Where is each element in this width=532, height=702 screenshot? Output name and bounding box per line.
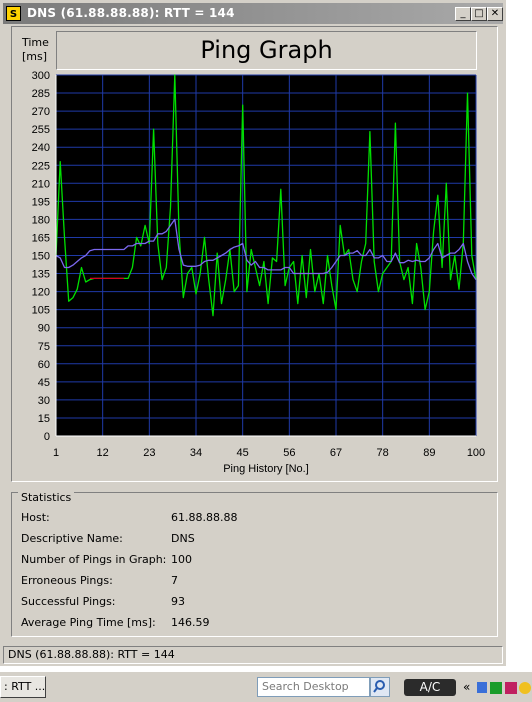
stat-label-pings-in-graph: Number of Pings in Graph: <box>21 553 167 566</box>
maximize-button[interactable]: □ <box>471 7 487 21</box>
keyboard-language-indicator[interactable]: A/C <box>404 679 456 696</box>
y-tick-label: 135 <box>32 269 50 281</box>
x-axis-label: Ping History [No.] <box>223 463 309 475</box>
y-tick-label: 30 <box>38 395 50 407</box>
x-tick-label: 56 <box>283 447 295 459</box>
y-tick-label: 225 <box>32 160 50 172</box>
series-line-rtt <box>55 74 477 317</box>
graph-panel <box>11 26 498 482</box>
stat-label-successful-pings: Successful Pings: <box>21 595 116 608</box>
series-group <box>55 74 477 317</box>
y-tick-label: 195 <box>32 196 50 208</box>
status-bar: DNS (61.88.88.88): RTT = 144 <box>3 646 503 664</box>
y-tick-label: 255 <box>32 124 50 136</box>
search-desktop-input[interactable]: Search Desktop <box>257 677 370 697</box>
system-tray: « <box>461 677 532 699</box>
x-tick-label: 100 <box>467 447 485 459</box>
x-tick-label: 1 <box>53 447 59 459</box>
x-tick-label: 12 <box>97 447 109 459</box>
statistics-group <box>11 492 498 637</box>
tray-app2-icon[interactable] <box>505 682 517 694</box>
y-tick-label: 105 <box>32 305 50 317</box>
grid <box>55 74 477 437</box>
y-tick-label: 240 <box>32 142 50 154</box>
stat-value-successful-pings: 93 <box>171 595 185 608</box>
stat-label-host: Host: <box>21 511 50 524</box>
y-tick-label: 180 <box>32 214 50 226</box>
search-icon <box>373 680 385 693</box>
y-tick-label: 15 <box>38 413 50 425</box>
app-icon[interactable]: S <box>6 6 21 21</box>
stat-value-erroneous-pings: 7 <box>171 574 178 587</box>
y-tick-label: 0 <box>44 431 50 443</box>
search-button[interactable] <box>370 677 390 697</box>
desktop-background <box>506 0 532 666</box>
taskbar-window-button[interactable]: : RTT ... <box>0 676 46 698</box>
y-tick-label: 60 <box>38 359 50 371</box>
title-bar[interactable]: S DNS (61.88.88.88): RTT = 144 _ □ ✕ <box>3 3 503 24</box>
x-tick-label: 78 <box>377 447 389 459</box>
y-tick-label: 210 <box>32 178 50 190</box>
close-button[interactable]: ✕ <box>487 7 503 21</box>
y-tick-label: 165 <box>32 232 50 244</box>
graph-title: Ping Graph <box>56 31 477 70</box>
y-tick-label: 75 <box>38 341 50 353</box>
stat-value-descriptive-name: DNS <box>171 532 195 545</box>
tray-app3-icon[interactable] <box>519 682 531 694</box>
y-tick-label: 285 <box>32 88 50 100</box>
y-axis-label-line1: Time <box>22 36 49 49</box>
y-tick-label: 270 <box>32 106 50 118</box>
y-tick-label: 120 <box>32 287 50 299</box>
y-axis-label: Time [ms] <box>22 36 49 64</box>
tray-app-icon[interactable] <box>490 682 502 694</box>
x-tick-label: 89 <box>423 447 435 459</box>
y-axis-label-line2: [ms] <box>22 50 48 63</box>
x-tick-label: 23 <box>143 447 155 459</box>
stat-value-host: 61.88.88.88 <box>171 511 238 524</box>
stat-value-average-ping: 146.59 <box>171 616 210 629</box>
y-tick-label: 45 <box>38 377 50 389</box>
window-title: DNS (61.88.88.88): RTT = 144 <box>27 6 235 20</box>
stat-label-average-ping: Average Ping Time [ms]: <box>21 616 156 629</box>
axes: 0 15 30 45 60 75 90 105 120 135 150 165 180 195 210 225… <box>32 70 486 459</box>
tray-expand-chevron[interactable]: « <box>463 680 471 694</box>
x-tick-label: 34 <box>190 447 202 459</box>
stat-label-descriptive-name: Descriptive Name: <box>21 532 123 545</box>
y-tick-label: 90 <box>38 323 50 335</box>
x-tick-label: 45 <box>237 447 249 459</box>
network-icon[interactable] <box>477 682 487 693</box>
stat-label-erroneous-pings: Erroneous Pings: <box>21 574 113 587</box>
statistics-title: Statistics <box>18 491 75 504</box>
x-tick-label: 67 <box>330 447 342 459</box>
minimize-button[interactable]: _ <box>455 7 471 21</box>
tray-icons <box>477 682 531 694</box>
y-tick-label: 150 <box>32 251 50 263</box>
stat-value-pings-in-graph: 100 <box>171 553 192 566</box>
series-line-average <box>55 218 477 280</box>
y-tick-label: 300 <box>32 70 50 82</box>
